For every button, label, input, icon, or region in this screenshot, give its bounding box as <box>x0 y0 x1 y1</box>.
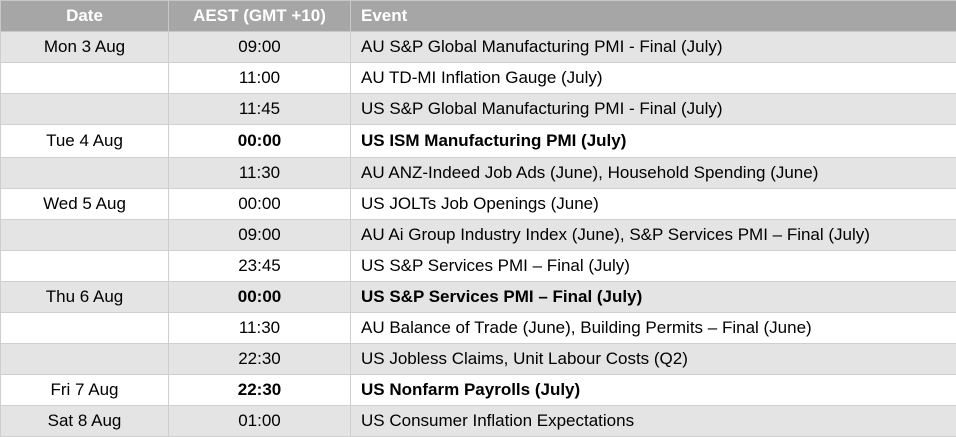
row-event: AU Ai Group Industry Index (June), S&P S… <box>350 219 956 251</box>
table-row: 22:30 US Jobless Claims, Unit Labour Cos… <box>0 343 956 375</box>
row-time: 00:00 <box>168 281 351 313</box>
row-event: AU Balance of Trade (June), Building Per… <box>350 312 956 344</box>
row-time: 22:30 <box>168 374 351 406</box>
table-body: Mon 3 Aug 09:00 AU S&P Global Manufactur… <box>0 31 956 437</box>
row-date: Wed 5 Aug <box>0 188 169 220</box>
row-date <box>0 93 169 125</box>
table-row: Mon 3 Aug 09:00 AU S&P Global Manufactur… <box>0 31 956 63</box>
row-time: 09:00 <box>168 31 351 63</box>
row-time: 11:00 <box>168 62 351 94</box>
table-row: Fri 7 Aug 22:30 US Nonfarm Payrolls (Jul… <box>0 374 956 406</box>
header-time: AEST (GMT +10) <box>168 0 351 32</box>
table-row: 11:30 AU Balance of Trade (June), Buildi… <box>0 312 956 344</box>
row-event: US Nonfarm Payrolls (July) <box>350 374 956 406</box>
row-time: 01:00 <box>168 405 351 437</box>
header-date: Date <box>0 0 169 32</box>
row-event: AU S&P Global Manufacturing PMI - Final … <box>350 31 956 63</box>
row-date: Fri 7 Aug <box>0 374 169 406</box>
row-time: 22:30 <box>168 343 351 375</box>
row-time: 11:45 <box>168 93 351 125</box>
row-date <box>0 343 169 375</box>
row-date <box>0 62 169 94</box>
row-event: AU TD-MI Inflation Gauge (July) <box>350 62 956 94</box>
row-time: 00:00 <box>168 124 351 158</box>
row-date <box>0 312 169 344</box>
table-row: 11:00 AU TD-MI Inflation Gauge (July) <box>0 62 956 94</box>
table-row: 11:30 AU ANZ-Indeed Job Ads (June), Hous… <box>0 157 956 189</box>
row-date <box>0 157 169 189</box>
row-time: 00:00 <box>168 188 351 220</box>
row-event: US S&P Services PMI – Final (July) <box>350 250 956 282</box>
row-date: Mon 3 Aug <box>0 31 169 63</box>
table-row: Wed 5 Aug 00:00 US JOLTs Job Openings (J… <box>0 188 956 220</box>
table-row: Tue 4 Aug 00:00 US ISM Manufacturing PMI… <box>0 124 956 158</box>
row-date <box>0 219 169 251</box>
row-event: US JOLTs Job Openings (June) <box>350 188 956 220</box>
row-time: 11:30 <box>168 157 351 189</box>
table-row: Thu 6 Aug 00:00 US S&P Services PMI – Fi… <box>0 281 956 313</box>
table-header: Date AEST (GMT +10) Event <box>0 0 956 32</box>
row-event: US S&P Global Manufacturing PMI - Final … <box>350 93 956 125</box>
row-date: Tue 4 Aug <box>0 124 169 158</box>
row-time: 23:45 <box>168 250 351 282</box>
table-row: 11:45 US S&P Global Manufacturing PMI - … <box>0 93 956 125</box>
table-row: Sat 8 Aug 01:00 US Consumer Inflation Ex… <box>0 405 956 437</box>
row-event: US Jobless Claims, Unit Labour Costs (Q2… <box>350 343 956 375</box>
row-event: US S&P Services PMI – Final (July) <box>350 281 956 313</box>
row-event: AU ANZ-Indeed Job Ads (June), Household … <box>350 157 956 189</box>
row-time: 11:30 <box>168 312 351 344</box>
row-date <box>0 250 169 282</box>
table-row: 09:00 AU Ai Group Industry Index (June),… <box>0 219 956 251</box>
row-date: Sat 8 Aug <box>0 405 169 437</box>
table-row: 23:45 US S&P Services PMI – Final (July) <box>0 250 956 282</box>
header-row: Date AEST (GMT +10) Event <box>0 0 956 32</box>
header-event: Event <box>350 0 956 32</box>
row-time: 09:00 <box>168 219 351 251</box>
row-date: Thu 6 Aug <box>0 281 169 313</box>
row-event: US ISM Manufacturing PMI (July) <box>350 124 956 158</box>
row-event: US Consumer Inflation Expectations <box>350 405 956 437</box>
